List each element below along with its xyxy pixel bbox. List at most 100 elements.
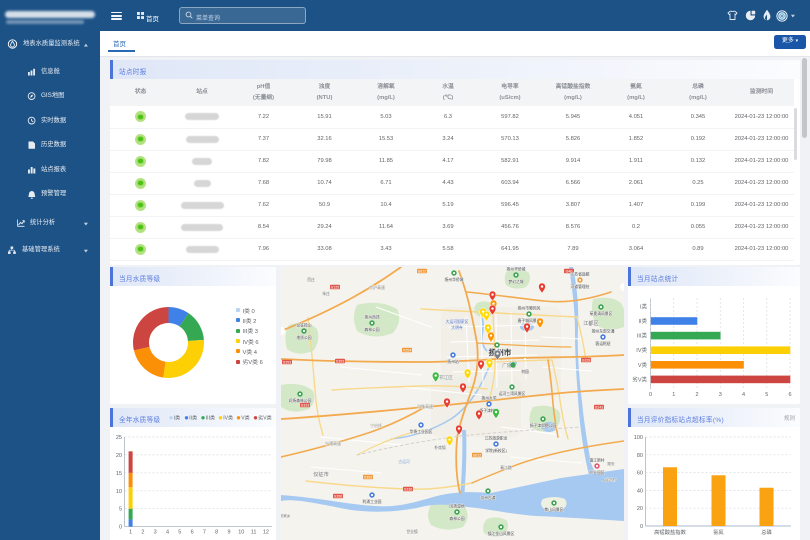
svg-text:张家乡: 张家乡 — [281, 513, 291, 518]
svg-text:G328: G328 — [582, 358, 591, 362]
svg-text:朱庄: 朱庄 — [322, 291, 330, 296]
svg-text:何园: 何园 — [521, 369, 529, 374]
svg-text:X302: X302 — [364, 475, 372, 479]
svg-text:总磷: 总磷 — [761, 528, 772, 536]
svg-text:3: 3 — [154, 530, 157, 536]
svg-text:(扬子津校区): (扬子津校区) — [478, 408, 500, 413]
svg-text:10: 10 — [116, 489, 122, 495]
svg-text:10: 10 — [238, 530, 244, 536]
svg-text:1: 1 — [129, 530, 132, 536]
svg-text:运河三湾风景区: 运河三湾风景区 — [499, 391, 526, 396]
svg-text:3: 3 — [719, 392, 722, 398]
svg-text:S356: S356 — [334, 494, 342, 498]
svg-text:扬子津郊野公园: 扬子津郊野公园 — [530, 423, 557, 428]
svg-text:焦山风景区: 焦山风景区 — [545, 507, 564, 512]
svg-text:世业镇: 世业镇 — [406, 529, 418, 534]
svg-text:大明寺: 大明寺 — [451, 325, 463, 330]
svg-text:扬州东部交通: 扬州东部交通 — [592, 329, 615, 334]
svg-text:茱奥清风景区: 茱奥清风景区 — [590, 311, 613, 316]
svg-text:25: 25 — [116, 435, 122, 441]
svg-text:客运枢纽: 客运枢纽 — [595, 341, 610, 346]
svg-text:20: 20 — [637, 506, 643, 512]
svg-text:人民四村: 人民四村 — [602, 477, 617, 482]
svg-text:扬州华侨城: 扬州华侨城 — [445, 277, 464, 282]
svg-text:V类: V类 — [241, 415, 249, 422]
svg-text:S336: S336 — [404, 487, 412, 491]
svg-text:广陵区: 广陵区 — [502, 362, 516, 369]
svg-text:X204: X204 — [403, 348, 411, 352]
svg-text:I类: I类 — [174, 415, 180, 422]
svg-text:大运河国家区: 大运河国家区 — [446, 319, 469, 324]
svg-text:60: 60 — [637, 471, 643, 477]
svg-text:5: 5 — [119, 507, 122, 513]
svg-text:15: 15 — [116, 471, 122, 477]
svg-text:镇江新村: 镇江新村 — [589, 458, 604, 463]
svg-text:古运河: 古运河 — [398, 459, 410, 464]
svg-text:5: 5 — [178, 530, 181, 536]
svg-text:III类: III类 — [206, 415, 215, 422]
svg-text:I类: I类 — [640, 302, 648, 310]
svg-text:镇江金山风景区: 镇江金山风景区 — [488, 531, 515, 536]
svg-text:仪征市: 仪征市 — [313, 470, 329, 478]
svg-text:40: 40 — [637, 488, 643, 494]
svg-text:7: 7 — [203, 530, 206, 536]
svg-text:4: 4 — [166, 530, 169, 536]
svg-text:地质公园: 地质公园 — [296, 335, 311, 340]
svg-text:沪陕高速: 沪陕高速 — [417, 403, 433, 409]
svg-text:2: 2 — [695, 392, 698, 398]
svg-text:润扬森林公园: 润扬森林公园 — [289, 398, 312, 403]
svg-text:S353: S353 — [283, 360, 291, 364]
svg-text:森林公园: 森林公园 — [364, 327, 379, 332]
svg-text:100: 100 — [634, 435, 643, 441]
svg-text:闰扬湿地: 闰扬湿地 — [449, 504, 464, 509]
svg-text:产业园区: 产业园区 — [589, 470, 604, 475]
svg-text:扬州大学: 扬州大学 — [481, 396, 496, 401]
svg-text:8: 8 — [215, 530, 218, 536]
svg-text:春江路: 春江路 — [500, 465, 512, 470]
svg-text:扬州华侨城: 扬州华侨城 — [507, 267, 526, 272]
svg-text:利涌工业园: 利涌工业园 — [363, 499, 382, 504]
svg-text:高锰酸盐指数: 高锰酸盐指数 — [654, 528, 686, 536]
svg-text:6: 6 — [788, 392, 791, 398]
svg-text:V类: V类 — [638, 361, 648, 369]
svg-text:梦幻之城: 梦幻之城 — [508, 279, 523, 284]
svg-text:华扬工业园区: 华扬工业园区 — [410, 429, 433, 434]
svg-text:0: 0 — [640, 524, 643, 530]
svg-text:S125: S125 — [331, 285, 339, 289]
svg-text:劣V类: 劣V类 — [258, 415, 271, 422]
svg-text:S243: S243 — [595, 405, 603, 409]
svg-text:II类: II类 — [638, 317, 647, 325]
svg-text:森林公园: 森林公园 — [449, 516, 464, 521]
svg-text:4: 4 — [742, 392, 745, 398]
svg-text:S612: S612 — [473, 453, 481, 457]
svg-text:顺安: 顺安 — [607, 461, 615, 466]
svg-text:IV类: IV类 — [223, 415, 233, 422]
svg-text:S353: S353 — [336, 359, 344, 363]
svg-text:瓜州古渡: 瓜州古渡 — [480, 495, 495, 500]
svg-text:1: 1 — [672, 392, 675, 398]
svg-text:S612: S612 — [418, 269, 426, 273]
svg-text:5: 5 — [765, 392, 768, 398]
svg-text:朴席镇: 朴席镇 — [434, 445, 446, 450]
svg-text:唐子城风景区: 唐子城风景区 — [518, 318, 541, 323]
svg-text:扬州站: 扬州站 — [447, 359, 459, 364]
svg-text:仪征捺山: 仪征捺山 — [296, 323, 311, 328]
svg-text:S333: S333 — [301, 403, 309, 407]
svg-text:80: 80 — [637, 453, 643, 459]
svg-text:宁通高速: 宁通高速 — [325, 440, 341, 446]
svg-text:邗江区: 邗江区 — [439, 374, 453, 381]
svg-text:2: 2 — [141, 530, 144, 536]
svg-text:9: 9 — [227, 530, 230, 536]
svg-text:西庄: 西庄 — [307, 277, 315, 282]
svg-text:12: 12 — [263, 530, 269, 536]
svg-text:11: 11 — [251, 530, 257, 536]
svg-text:20: 20 — [116, 453, 122, 459]
svg-text:江都区: 江都区 — [583, 320, 599, 327]
svg-text:扬州西郊: 扬州西郊 — [364, 315, 379, 320]
svg-text:氨氮: 氨氮 — [713, 528, 724, 536]
svg-text:II类: II类 — [189, 415, 197, 422]
svg-text:京沪高速: 京沪高速 — [369, 284, 385, 290]
svg-text:河道管理处: 河道管理处 — [571, 284, 590, 289]
svg-text:0: 0 — [649, 392, 652, 398]
svg-text:6: 6 — [191, 530, 194, 536]
